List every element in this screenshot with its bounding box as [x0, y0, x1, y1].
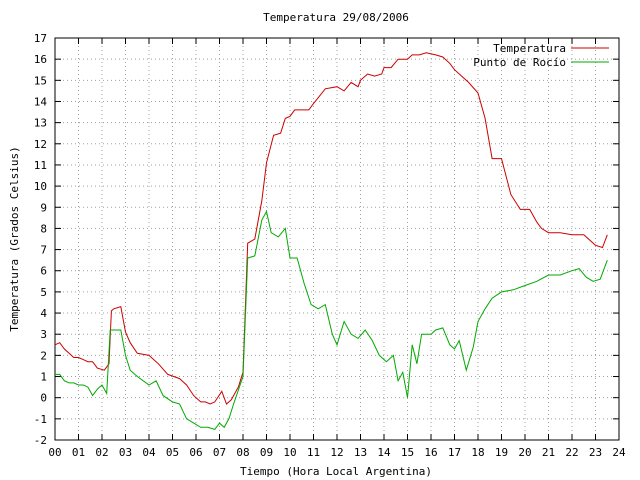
x-tick-label: 02	[95, 446, 108, 459]
y-tick-label: 4	[40, 307, 47, 320]
axis-ticks	[54, 37, 620, 441]
y-tick-label: 7	[40, 244, 47, 257]
y-tick-label: 1	[40, 371, 47, 384]
series-line-punto-de-rocio	[55, 210, 608, 430]
chart-title: Temperatura 29/08/2006	[263, 11, 409, 24]
x-tick-label: 12	[330, 446, 343, 459]
plot-frame	[54, 37, 620, 441]
y-tick-label: 11	[34, 159, 47, 172]
x-tick-label: 17	[448, 446, 461, 459]
y-tick-label: 3	[40, 328, 47, 341]
legend-label-punto-de-rocio: Punto de Rocío	[473, 56, 566, 69]
x-tick-label: 21	[542, 446, 555, 459]
x-tick-label: 19	[495, 446, 508, 459]
x-tick-label: 09	[260, 446, 273, 459]
x-tick-label: 15	[401, 446, 414, 459]
x-tick-label: 05	[166, 446, 179, 459]
x-tick-label: 24	[612, 446, 626, 459]
tick-labels: 00 01 02 03 04 05 06 07 08 09 10 11 12 13 14 15 16 17 18 19…	[34, 32, 626, 459]
y-tick-label: 10	[34, 180, 47, 193]
y-tick-label: 9	[40, 201, 47, 214]
x-tick-label: 06	[189, 446, 202, 459]
y-tick-label: 2	[40, 349, 47, 362]
x-tick-label: 08	[236, 446, 249, 459]
series-layer	[54, 52, 608, 430]
y-tick-label: 8	[40, 222, 47, 235]
x-tick-label: 23	[589, 446, 602, 459]
x-tick-label: 18	[471, 446, 484, 459]
legend-label-temperatura: Temperatura	[493, 42, 566, 55]
y-axis-label: Temperatura (Grados Celsius)	[8, 146, 21, 331]
x-tick-label: 00	[48, 446, 61, 459]
y-tick-label: 15	[34, 74, 47, 87]
x-tick-label: 01	[72, 446, 85, 459]
x-tick-label: 16	[424, 446, 437, 459]
y-tick-label: 13	[34, 117, 47, 130]
y-tick-label: 6	[40, 265, 47, 278]
y-tick-label: 17	[34, 32, 47, 45]
x-tick-label: 11	[307, 446, 320, 459]
x-tick-label: 13	[354, 446, 367, 459]
series-line-temperatura	[54, 52, 608, 405]
x-axis-label: Tiempo (Hora Local Argentina)	[240, 465, 432, 478]
y-tick-label: -1	[34, 413, 47, 426]
y-tick-label: 14	[34, 95, 48, 108]
x-tick-label: 07	[213, 446, 226, 459]
y-tick-label: 0	[40, 392, 47, 405]
grid	[55, 38, 619, 440]
x-tick-label: 22	[565, 446, 578, 459]
x-tick-label: 04	[142, 446, 156, 459]
x-tick-label: 03	[119, 446, 132, 459]
x-tick-label: 10	[283, 446, 296, 459]
legend: Temperatura Punto de Rocío	[473, 42, 609, 69]
y-tick-label: 16	[34, 53, 47, 66]
y-tick-label: 12	[34, 138, 47, 151]
x-tick-label: 14	[377, 446, 391, 459]
y-tick-label: 5	[40, 286, 47, 299]
x-tick-label: 20	[518, 446, 531, 459]
y-tick-label: -2	[34, 434, 47, 447]
